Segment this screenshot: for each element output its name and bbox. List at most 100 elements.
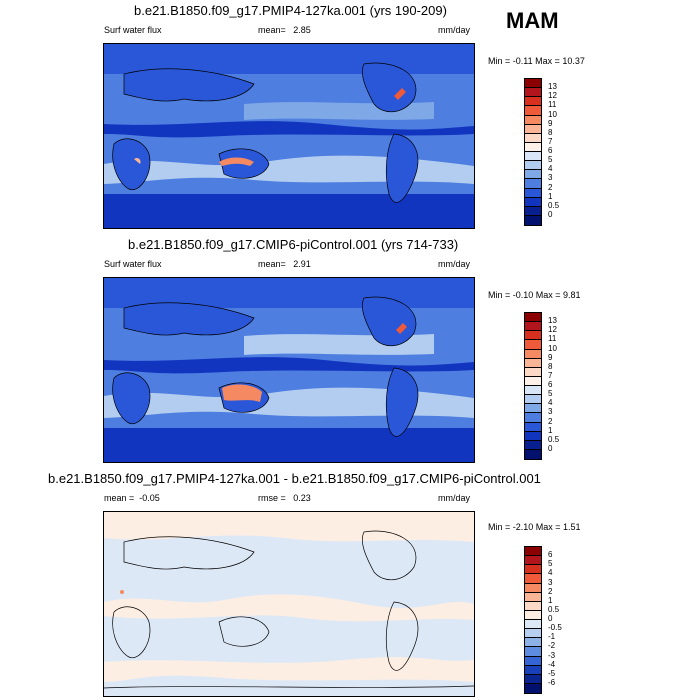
colorbar-tick-label: 10	[548, 109, 557, 119]
colorbar-tick-label: 12	[548, 91, 557, 101]
colorbar-tick-label: 0.5	[548, 434, 560, 444]
colorbar-box	[525, 188, 541, 198]
colorbar-box	[525, 340, 541, 350]
colorbar-box	[525, 358, 541, 368]
colorbar-tick-label: 8	[548, 127, 553, 137]
colorbar-box	[525, 601, 541, 611]
colorbar-box	[525, 683, 541, 693]
colorbar-tick-label: 4	[548, 164, 553, 174]
colorbar-tick-label: -1	[548, 632, 556, 642]
colorbar-tick-label: 6	[548, 146, 553, 155]
colorbar-box	[525, 431, 541, 441]
colorbar-tick-label: 0.5	[548, 200, 560, 210]
colorbar-box	[525, 88, 541, 98]
colorbar-box	[525, 665, 541, 675]
colorbar-box	[525, 152, 541, 162]
colorbar-tick-label: 1	[548, 191, 553, 201]
panel3-mean: mean = -0.05	[104, 493, 160, 503]
colorbar-box	[525, 620, 541, 630]
colorbar-tick-label: 3	[548, 577, 553, 587]
colorbar-box	[525, 574, 541, 584]
panel3-rmse: rmse = 0.23	[258, 493, 311, 503]
colorbar-tick-label: 0	[548, 614, 553, 623]
colorbar-tick-label: 0.5	[548, 604, 560, 614]
colorbar-box	[525, 133, 541, 143]
panel3-title: b.e21.B1850.f09_g17.PMIP4-127ka.001 - b.…	[48, 471, 541, 486]
colorbar-box	[525, 79, 541, 89]
colorbar-tick-label: -4	[548, 659, 556, 669]
panel1-colorbar	[524, 78, 542, 226]
panel1-mean: mean= 2.85	[258, 25, 311, 35]
colorbar-tick-label: 11	[548, 334, 557, 344]
colorbar-tick-label: 10	[548, 343, 557, 353]
panel1-variable-label: Surf water flux	[104, 25, 162, 35]
panel1-title: b.e21.B1850.f09_g17.PMIP4-127ka.001 (yrs…	[134, 3, 447, 18]
panel3-map-field	[104, 512, 474, 696]
colorbar-box	[525, 124, 541, 134]
panel2-mean: mean= 2.91	[258, 259, 311, 269]
colorbar-tick-label: 7	[548, 136, 553, 146]
colorbar-tick-label: 6	[548, 380, 553, 389]
colorbar-box	[525, 592, 541, 602]
colorbar-box	[525, 413, 541, 423]
colorbar-box	[525, 161, 541, 171]
colorbar-tick-label: 9	[548, 352, 553, 362]
panel2-min-max: Min = -0.10 Max = 9.81	[488, 290, 581, 300]
panel3-min-max: Min = -2.10 Max = 1.51	[488, 522, 581, 532]
colorbar-box	[525, 565, 541, 575]
colorbar-box	[525, 440, 541, 450]
colorbar-box	[525, 322, 541, 332]
panel1-map	[103, 43, 475, 229]
colorbar-tick-label: 1	[548, 595, 553, 605]
season-label: MAM	[506, 8, 559, 33]
colorbar-tick-label: 2	[548, 182, 553, 192]
panel2-map	[103, 277, 475, 463]
colorbar-tick-label: 3	[548, 173, 553, 183]
panel2-units: mm/day	[438, 259, 471, 269]
colorbar-tick-label: 1	[548, 425, 553, 435]
colorbar-box	[525, 656, 541, 666]
colorbar-box	[525, 583, 541, 593]
panel3-units: mm/day	[438, 493, 471, 503]
colorbar-tick-label: 0	[548, 443, 553, 453]
colorbar-box	[525, 349, 541, 359]
colorbar-box	[525, 422, 541, 432]
colorbar-tick-label: 3	[548, 407, 553, 417]
colorbar-box	[525, 367, 541, 377]
colorbar-tick-label: 6	[548, 550, 553, 560]
colorbar-box	[525, 547, 541, 557]
colorbar-box	[525, 313, 541, 323]
colorbar-box	[525, 386, 541, 396]
colorbar-tick-label: 11	[548, 100, 557, 110]
colorbar-tick-label: 5	[548, 559, 553, 569]
colorbar-tick-label: 2	[548, 416, 553, 426]
colorbar-box	[525, 610, 541, 620]
panel3-map	[103, 511, 475, 697]
colorbar-box	[525, 179, 541, 189]
colorbar-tick-label: 13	[548, 82, 557, 92]
colorbar-box	[525, 674, 541, 684]
colorbar-tick-label: -2	[548, 641, 556, 651]
colorbar-box	[525, 395, 541, 405]
colorbar-tick-label: 4	[548, 568, 553, 578]
panel1-units: mm/day	[438, 25, 471, 35]
colorbar-tick-label: 8	[548, 361, 553, 371]
colorbar-box	[525, 106, 541, 116]
panel2-variable-label: Surf water flux	[104, 259, 162, 269]
colorbar-box	[525, 638, 541, 648]
panel3-colorbar	[524, 546, 542, 694]
colorbar-tick-label: 7	[548, 370, 553, 380]
colorbar-box	[525, 376, 541, 386]
colorbar-box	[525, 115, 541, 125]
colorbar-tick-label: -0.5	[548, 623, 562, 633]
colorbar-box	[525, 142, 541, 152]
colorbar-box	[525, 170, 541, 180]
colorbar-box	[525, 449, 541, 459]
colorbar-box	[525, 206, 541, 216]
panel2-colorbar	[524, 312, 542, 460]
colorbar-tick-label: 2	[548, 586, 553, 596]
colorbar-tick-label: -6	[548, 677, 556, 687]
colorbar-box	[525, 404, 541, 414]
colorbar-tick-label: 5	[548, 155, 553, 165]
panel1-map-field	[104, 44, 474, 228]
